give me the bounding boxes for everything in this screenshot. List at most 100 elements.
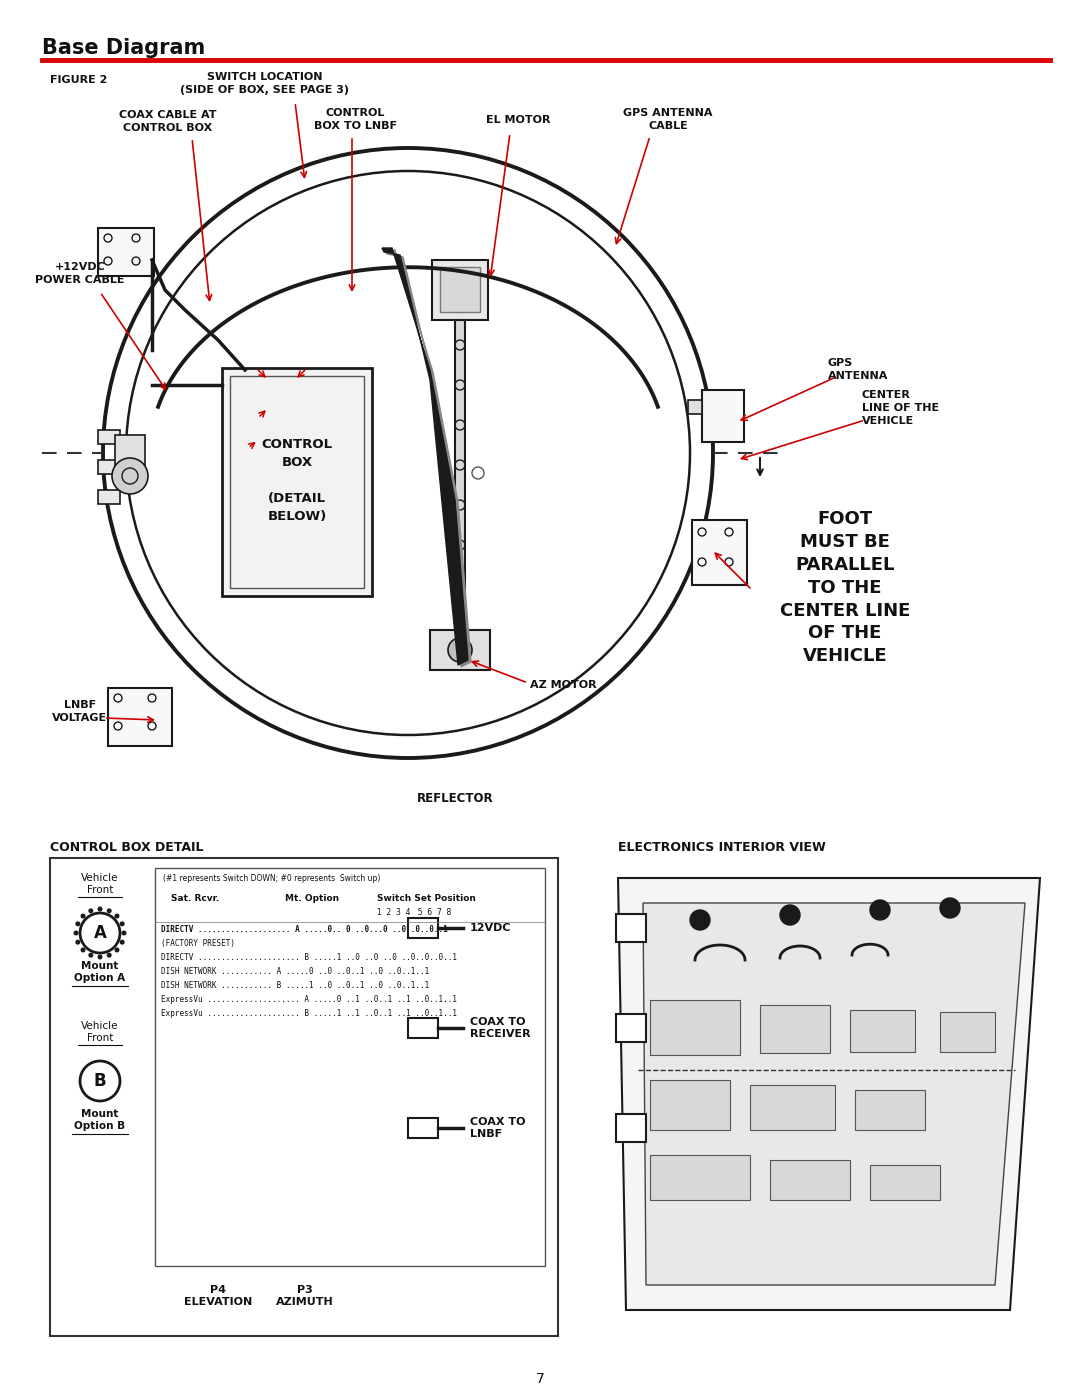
Text: Option A: Option A [75, 972, 125, 983]
FancyBboxPatch shape [98, 460, 120, 474]
FancyBboxPatch shape [616, 1014, 646, 1042]
FancyBboxPatch shape [156, 868, 545, 1266]
Text: CONTROL
BOX TO LNBF: CONTROL BOX TO LNBF [313, 108, 396, 131]
Circle shape [120, 940, 124, 944]
Text: Switch Set Position: Switch Set Position [377, 894, 476, 902]
FancyBboxPatch shape [616, 1113, 646, 1141]
FancyBboxPatch shape [98, 430, 120, 444]
Text: Mount: Mount [81, 1109, 119, 1119]
FancyBboxPatch shape [50, 858, 558, 1336]
Polygon shape [382, 249, 468, 665]
Circle shape [97, 954, 103, 960]
Text: LNBF
VOLTAGE: LNBF VOLTAGE [53, 700, 108, 724]
Text: AZ MOTOR: AZ MOTOR [530, 680, 596, 690]
FancyBboxPatch shape [432, 260, 488, 320]
Text: Front: Front [86, 886, 113, 895]
Text: COAX CABLE AT
CONTROL BOX: COAX CABLE AT CONTROL BOX [119, 110, 217, 133]
Polygon shape [618, 877, 1040, 1310]
Circle shape [73, 930, 79, 936]
Text: 7: 7 [536, 1372, 544, 1386]
FancyBboxPatch shape [850, 1010, 915, 1052]
FancyBboxPatch shape [408, 1018, 438, 1038]
Text: DIRECTV ...................... B .....1 ..0 ..0 ..0 ..0..0..0..1: DIRECTV ...................... B .....1 … [161, 953, 457, 963]
FancyBboxPatch shape [692, 520, 747, 585]
Text: A: A [94, 923, 107, 942]
Circle shape [114, 947, 120, 953]
Text: ELECTRONICS INTERIOR VIEW: ELECTRONICS INTERIOR VIEW [618, 841, 826, 854]
FancyBboxPatch shape [98, 490, 120, 504]
Text: B: B [94, 1071, 106, 1090]
FancyBboxPatch shape [650, 1155, 750, 1200]
Text: Vehicle: Vehicle [81, 1021, 119, 1031]
Circle shape [89, 953, 93, 958]
Circle shape [940, 898, 960, 918]
Circle shape [81, 947, 85, 953]
Text: 12VDC: 12VDC [470, 923, 512, 933]
FancyBboxPatch shape [114, 434, 145, 485]
Text: (FACTORY PRESET): (FACTORY PRESET) [161, 939, 235, 949]
Text: Front: Front [86, 1032, 113, 1044]
Text: DISH NETWORK ........... A .....0 ..0 ..0..1 ..0 ..0..1..1: DISH NETWORK ........... A .....0 ..0 ..… [161, 967, 429, 977]
Text: FIGURE 2: FIGURE 2 [50, 75, 107, 85]
Text: Base Diagram: Base Diagram [42, 38, 205, 59]
Circle shape [76, 940, 80, 944]
Circle shape [120, 921, 124, 926]
FancyBboxPatch shape [650, 1000, 740, 1055]
FancyBboxPatch shape [455, 320, 465, 640]
Text: FOOT
MUST BE
PARALLEL
TO THE
CENTER LINE
OF THE
VEHICLE: FOOT MUST BE PARALLEL TO THE CENTER LINE… [780, 510, 910, 665]
FancyBboxPatch shape [108, 687, 172, 746]
FancyBboxPatch shape [430, 630, 490, 671]
FancyBboxPatch shape [98, 228, 154, 277]
FancyBboxPatch shape [440, 267, 480, 312]
Text: AZIMUTH: AZIMUTH [276, 1296, 334, 1308]
Circle shape [780, 905, 800, 925]
Polygon shape [384, 250, 471, 666]
FancyBboxPatch shape [222, 367, 372, 597]
FancyBboxPatch shape [870, 1165, 940, 1200]
Text: CENTER
LINE OF THE
VEHICLE: CENTER LINE OF THE VEHICLE [862, 390, 940, 426]
Text: EL MOTOR: EL MOTOR [486, 115, 550, 124]
FancyBboxPatch shape [616, 914, 646, 942]
FancyBboxPatch shape [408, 918, 438, 937]
Text: Mt. Option: Mt. Option [285, 894, 339, 902]
Text: ExpressVu .................... A .....0 ..1 ..0..1 ..1 ..0..1..1: ExpressVu .................... A .....0 … [161, 995, 457, 1004]
Text: SWITCH LOCATION
(SIDE OF BOX, SEE PAGE 3): SWITCH LOCATION (SIDE OF BOX, SEE PAGE 3… [180, 73, 350, 95]
Circle shape [89, 908, 93, 914]
Circle shape [81, 914, 85, 919]
Text: Mount: Mount [81, 961, 119, 971]
Circle shape [114, 914, 120, 919]
Text: Sat. Rcvr.: Sat. Rcvr. [171, 894, 219, 902]
Circle shape [121, 930, 126, 936]
Text: P3: P3 [297, 1285, 313, 1295]
Text: DISH NETWORK ........... B .....1 ..0 ..0..1 ..0 ..0..1..1: DISH NETWORK ........... B .....1 ..0 ..… [161, 981, 429, 990]
Circle shape [76, 921, 80, 926]
Text: GPS
ANTENNA: GPS ANTENNA [828, 358, 889, 381]
FancyBboxPatch shape [702, 390, 744, 441]
Circle shape [870, 900, 890, 921]
FancyBboxPatch shape [688, 400, 702, 414]
Text: +12VDC
POWER CABLE: +12VDC POWER CABLE [36, 263, 125, 285]
FancyBboxPatch shape [408, 1118, 438, 1139]
Text: CONTROL
BOX

(DETAIL
BELOW): CONTROL BOX (DETAIL BELOW) [261, 439, 333, 522]
Text: Option B: Option B [75, 1120, 125, 1132]
Text: COAX TO
LNBF: COAX TO LNBF [470, 1116, 526, 1139]
Text: GPS ANTENNA
CABLE: GPS ANTENNA CABLE [623, 108, 713, 131]
FancyBboxPatch shape [650, 1080, 730, 1130]
FancyBboxPatch shape [855, 1090, 924, 1130]
Text: ELEVATION: ELEVATION [184, 1296, 252, 1308]
Text: Vehicle: Vehicle [81, 873, 119, 883]
Polygon shape [643, 902, 1025, 1285]
Circle shape [107, 953, 111, 958]
Text: COAX TO
RECEIVER: COAX TO RECEIVER [470, 1017, 530, 1039]
Circle shape [690, 909, 710, 930]
FancyBboxPatch shape [750, 1085, 835, 1130]
Text: CONTROL BOX DETAIL: CONTROL BOX DETAIL [50, 841, 203, 854]
Circle shape [107, 908, 111, 914]
Text: ExpressVu .................... B .....1 ..1 ..0..1 ..1 ..0..1..1: ExpressVu .................... B .....1 … [161, 1009, 457, 1018]
Text: P4: P4 [210, 1285, 226, 1295]
Text: REFLECTOR: REFLECTOR [417, 792, 494, 805]
FancyBboxPatch shape [940, 1011, 995, 1052]
Circle shape [97, 907, 103, 911]
Circle shape [448, 638, 472, 662]
FancyBboxPatch shape [760, 1004, 831, 1053]
